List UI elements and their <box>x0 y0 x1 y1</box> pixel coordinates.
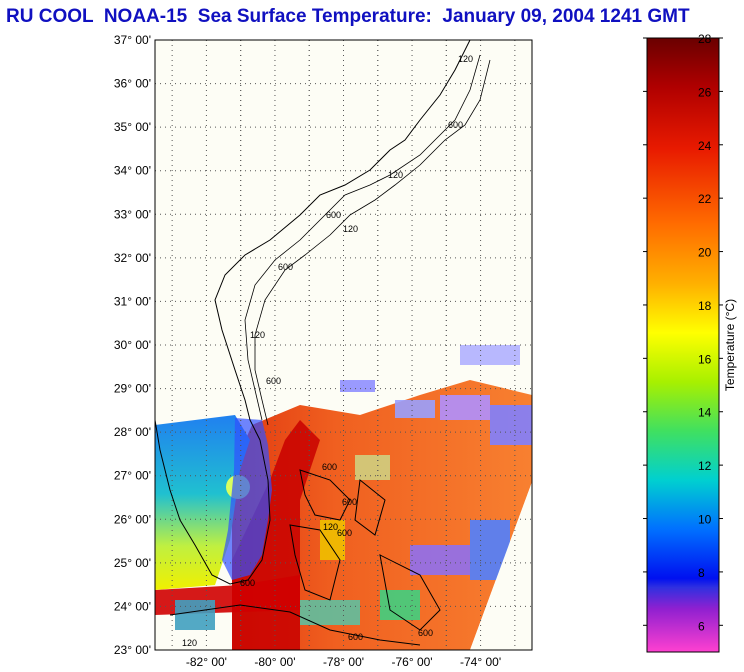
coastline-contours <box>155 40 491 646</box>
colorbar-tick-label: 24 <box>698 139 712 153</box>
colorbar-tick-label: 8 <box>698 566 705 580</box>
contour-600 <box>254 59 491 426</box>
cloud-speckle <box>175 345 532 630</box>
colorbar-tick-label: 6 <box>698 619 705 633</box>
contour-label: 600 <box>448 120 463 130</box>
latitude-label: 26° 00' <box>114 512 151 526</box>
colorbar-ticks: 28 26 24 22 20 18 16 14 12 10 8 6 <box>643 32 723 633</box>
contour-120 <box>244 54 481 421</box>
latitude-label: 28° 00' <box>114 425 151 439</box>
latitude-labels: 37° 00' 36° 00' 35° 00' 34° 00' 33° 00' 32° 0… <box>114 33 151 657</box>
cuba-contour <box>169 604 421 646</box>
latitude-label: 36° 00' <box>114 77 151 91</box>
latitude-label: 34° 00' <box>114 164 151 178</box>
latitude-label: 30° 00' <box>114 338 151 352</box>
longitude-labels: -82° 00' -80° 00' -78° 00' -76° 00' -74° 00' <box>186 655 501 669</box>
latitude-label: 23° 00' <box>114 643 151 657</box>
longitude-label: -82° 00' <box>186 655 227 669</box>
longitude-label: -80° 00' <box>254 655 295 669</box>
longitude-label: -76° 00' <box>391 655 432 669</box>
sst-imagery <box>155 345 532 650</box>
latitude-label: 35° 00' <box>114 120 151 134</box>
colorbar-label: Temperature (°C) <box>723 299 737 391</box>
contour-label: 600 <box>348 632 363 642</box>
colorbar-tick-label: 14 <box>698 406 712 420</box>
latitude-label: 24° 00' <box>114 599 151 613</box>
latitude-label: 33° 00' <box>114 207 151 221</box>
colorbar-tick-label: 22 <box>698 192 712 206</box>
contour-label: 120 <box>458 54 473 64</box>
map-grid <box>155 40 532 650</box>
contour-label: 120 <box>182 638 197 648</box>
bahamas-bank-3 <box>354 479 386 536</box>
contour-label: 120 <box>323 522 338 532</box>
contour-label: 120 <box>343 224 358 234</box>
latitude-label: 32° 00' <box>114 251 151 265</box>
latitude-label: 25° 00' <box>114 556 151 570</box>
contour-label: 600 <box>266 376 281 386</box>
colorbar-tick-label: 16 <box>698 352 712 366</box>
contour-label: 600 <box>342 497 357 507</box>
contour-label: 120 <box>388 170 403 180</box>
latitude-label: 31° 00' <box>114 294 151 308</box>
florida-peninsula <box>222 418 272 580</box>
colorbar-tick-label: 10 <box>698 513 712 527</box>
contour-label: 600 <box>326 210 341 220</box>
colorbar-tick-label: 28 <box>698 32 712 46</box>
contour-label: 120 <box>250 330 265 340</box>
colorbar-tick-label: 20 <box>698 246 712 260</box>
colorbar-tick-label: 18 <box>698 299 712 313</box>
colorbar-tick-label: 12 <box>698 459 712 473</box>
contour-label: 600 <box>240 578 255 588</box>
bahamas-bank-1 <box>299 469 351 521</box>
contour-label: 600 <box>337 528 352 538</box>
latitude-label: 29° 00' <box>114 382 151 396</box>
plot-frame <box>154 39 533 651</box>
bahamas-bank-4 <box>379 554 441 631</box>
contour-label: 600 <box>418 628 433 638</box>
longitude-label: -78° 00' <box>323 655 364 669</box>
bahamas-bank-2 <box>289 524 341 601</box>
latitude-label: 27° 00' <box>114 469 151 483</box>
contour-label: 600 <box>278 262 293 272</box>
map-title: RU COOL NOAA-15 Sea Surface Temperature:… <box>6 6 690 27</box>
swath-edge <box>470 482 532 650</box>
colorbar <box>646 37 720 653</box>
contour-label: 600 <box>322 462 337 472</box>
latitude-label: 37° 00' <box>114 33 151 47</box>
coastline <box>155 40 471 585</box>
longitude-label: -74° 00' <box>460 655 501 669</box>
colorbar-tick-label: 26 <box>698 85 712 99</box>
